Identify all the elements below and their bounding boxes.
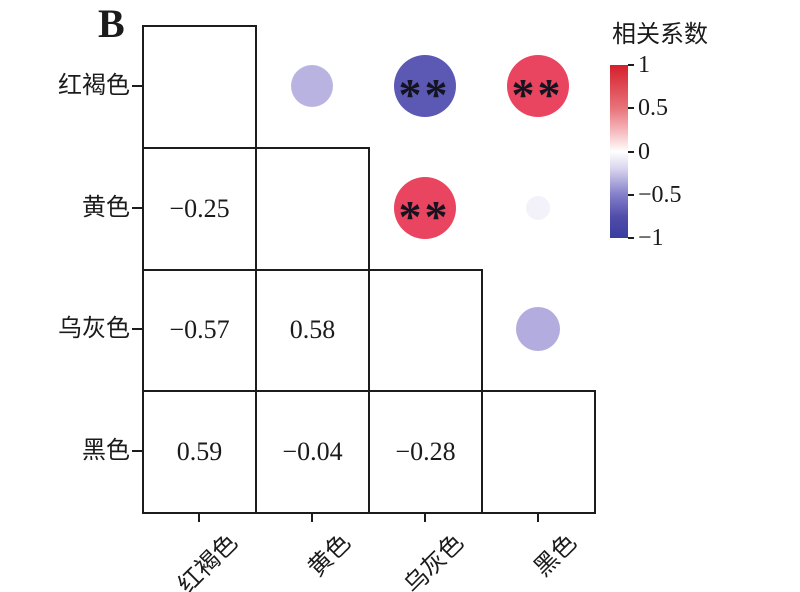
legend-tick-label-4: −1 xyxy=(638,225,664,251)
correlation-value: −0.57 xyxy=(169,315,230,345)
row-label-0: 红褐色 xyxy=(58,72,130,99)
significance-marks: ** xyxy=(398,190,451,242)
legend-tick xyxy=(628,150,634,153)
y-axis-tick xyxy=(132,84,142,87)
legend-tick-label-3: −0.5 xyxy=(638,181,682,208)
legend-tick-label-0: 1 xyxy=(638,52,650,78)
x-axis-tick xyxy=(197,512,200,522)
correlation-value: 0.59 xyxy=(176,437,223,467)
correlation-circle: ** xyxy=(506,54,569,121)
col-label-3: 黑色 xyxy=(529,529,582,582)
legend-colorbar xyxy=(610,65,628,238)
panel-label: B xyxy=(98,1,125,46)
correlation-value: −0.04 xyxy=(282,437,343,467)
matrix-cell-r0c0 xyxy=(142,25,257,149)
matrix-cell-r1c0: −0.25 xyxy=(142,146,257,271)
matrix-cell-r3c0: 0.59 xyxy=(142,390,257,514)
matrix-cell-r2c0: −0.57 xyxy=(142,268,257,393)
row-label-3: 黑色 xyxy=(82,438,130,465)
legend-tick-label-2: 0 xyxy=(638,138,650,165)
matrix-cell-r3c3 xyxy=(481,390,596,514)
x-axis-tick xyxy=(423,512,426,522)
correlation-value: −0.28 xyxy=(395,437,456,467)
col-label-1: 黄色 xyxy=(303,529,356,582)
matrix-cell-r1c1 xyxy=(255,146,370,271)
legend-tick xyxy=(628,64,634,66)
significance-marks: ** xyxy=(398,69,451,121)
legend-tick xyxy=(628,107,634,110)
y-axis-tick xyxy=(132,450,142,453)
y-axis-tick xyxy=(132,328,142,331)
row-label-2: 乌灰色 xyxy=(58,316,130,343)
col-label-0: 红褐色 xyxy=(173,529,243,592)
matrix-cell-r2c1: 0.58 xyxy=(255,268,370,393)
correlation-value: −0.25 xyxy=(169,193,230,223)
legend-tick xyxy=(628,237,634,239)
correlation-circle: ** xyxy=(393,54,456,121)
correlation-circle xyxy=(515,307,560,352)
legend-tick-label-1: 0.5 xyxy=(638,95,668,122)
x-axis-tick xyxy=(310,512,313,522)
significance-marks: ** xyxy=(511,69,564,121)
correlation-circle: ** xyxy=(393,176,456,242)
correlation-value: 0.58 xyxy=(289,315,336,345)
col-label-2: 乌灰色 xyxy=(399,529,469,592)
y-axis-tick xyxy=(132,206,142,209)
correlation-circle xyxy=(290,64,333,107)
x-axis-tick xyxy=(536,512,539,522)
matrix-cell-r3c2: −0.28 xyxy=(368,390,483,514)
matrix-cell-r3c1: −0.04 xyxy=(255,390,370,514)
legend-title: 相关系数 xyxy=(612,22,708,48)
legend-tick xyxy=(628,193,634,196)
correlation-circle xyxy=(525,195,550,220)
row-label-1: 黄色 xyxy=(82,194,130,221)
matrix-cell-r2c2 xyxy=(368,268,483,393)
